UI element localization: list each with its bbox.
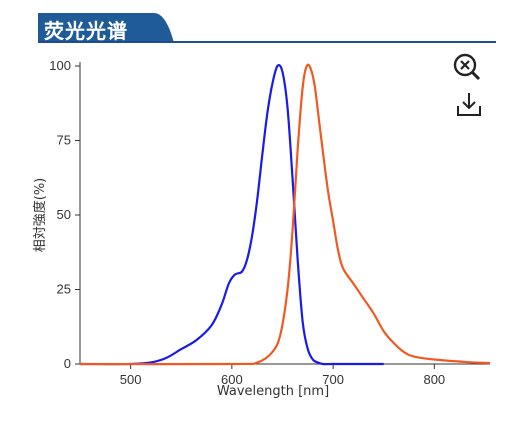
header-tab	[38, 13, 174, 43]
series-line-2	[79, 63, 491, 366]
series-line-1	[79, 64, 384, 366]
header-rule	[38, 41, 496, 43]
x-axis-title: Wavelength [nm]	[217, 384, 329, 399]
zoom-reset-icon[interactable]	[452, 52, 482, 82]
x-tick-label: 600	[221, 372, 243, 387]
download-icon[interactable]	[454, 90, 484, 120]
y-tick-label: 100	[49, 58, 71, 73]
y-tick-label: 25	[57, 282, 71, 297]
x-tick-label: 700	[322, 372, 344, 387]
y-tick-label: 75	[57, 133, 71, 148]
x-tick-label: 800	[423, 372, 445, 387]
x-tick-label: 500	[120, 372, 142, 387]
section-title: 荧光光谱	[44, 19, 128, 43]
y-tick-label: 50	[57, 207, 71, 222]
y-axis-title: 相対強度(%)	[32, 178, 48, 253]
y-tick-label: 0	[64, 356, 71, 371]
